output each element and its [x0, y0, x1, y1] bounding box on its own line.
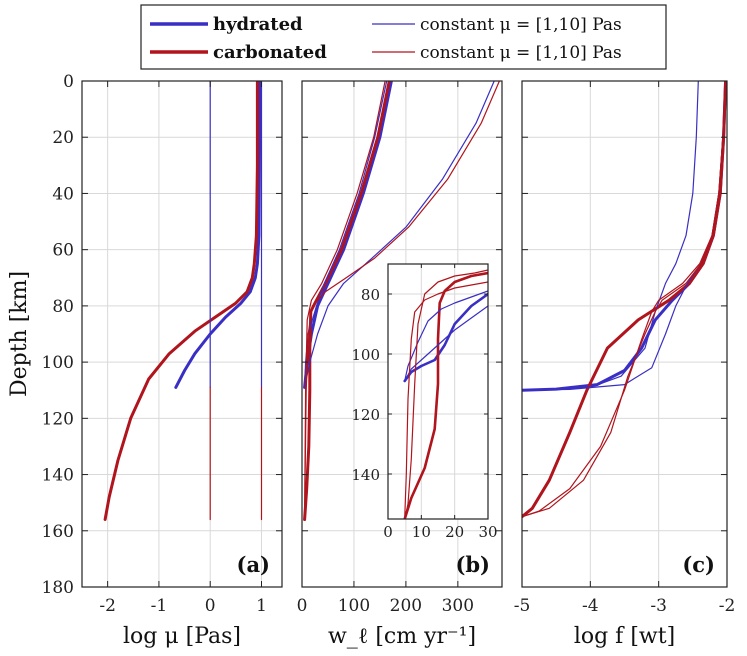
y-tick-label: 40: [52, 184, 74, 204]
series-line-carbonated-10: [404, 281, 488, 519]
series-line-hydrated: [403, 292, 488, 383]
series-line-carbonated-1: [404, 269, 488, 519]
y-tick-label: 120: [351, 406, 380, 424]
panel-b-inset: 0 10 20 30 80 100 120 140: [351, 263, 498, 541]
series-line-carbonated: [403, 271, 488, 519]
y-tick-label: 100: [351, 346, 380, 364]
y-tick-label: 100: [42, 353, 74, 373]
series-line-hydrated-10: [522, 81, 727, 391]
x-axis-title: log μ [Pas]: [123, 624, 241, 649]
y-tick-label: 80: [52, 297, 74, 317]
x-tick-label: -2: [99, 596, 116, 616]
series-line-carbonated-10: [304, 81, 386, 521]
series-line-hydrated-1: [304, 81, 495, 388]
panel-c: -5 -4 -3 -2 log f [wt] (c): [514, 80, 736, 649]
x-tick-label: 30: [478, 523, 497, 541]
x-tick-label: 100: [338, 596, 370, 616]
x-tick-label: 0: [383, 523, 393, 541]
series-line-hydrated-1: [404, 305, 488, 382]
x-tick-label: -1: [151, 596, 168, 616]
x-tick-label: -5: [514, 596, 531, 616]
axes-frame: [521, 80, 728, 588]
panel-label: (a): [237, 552, 270, 577]
x-tick-label: -2: [719, 596, 736, 616]
legend-label-constant-hydrated: constant μ = [1,10] Pas: [420, 15, 622, 35]
series-line-carbonated: [522, 81, 727, 519]
y-tick-label: 140: [42, 466, 74, 486]
series-line-carbonated-10: [522, 81, 727, 518]
x-tick-label: 10: [412, 523, 431, 541]
x-tick-label: -3: [650, 596, 667, 616]
y-tick-label: 60: [52, 241, 74, 261]
axes-frame: [387, 263, 489, 520]
legend-box: [140, 4, 667, 70]
x-tick-label: 0: [297, 596, 308, 616]
x-tick-label: 300: [442, 596, 474, 616]
axes-frame: [81, 80, 283, 588]
panel-label: (b): [455, 552, 490, 577]
legend-label-constant-carbonated: constant μ = [1,10] Pas: [420, 43, 622, 63]
x-tick-label: 20: [445, 523, 464, 541]
series-line-carbonated-1: [522, 81, 727, 518]
series-line-carbonated: [103, 81, 259, 521]
x-tick-label: 0: [205, 596, 216, 616]
y-tick-label: 0: [63, 72, 74, 92]
panel-label: (c): [682, 552, 715, 577]
series-line-hydrated: [522, 81, 727, 392]
y-tick-label: 140: [351, 466, 380, 484]
legend-label-carbonated: carbonated: [213, 42, 327, 63]
y-tick-label: 120: [42, 409, 74, 429]
x-tick-label: -4: [582, 596, 599, 616]
x-tick-label: 1: [256, 596, 267, 616]
series-line-carbonated: [303, 81, 391, 521]
series-line-hydrated: [174, 81, 262, 389]
y-tick-label: 160: [42, 522, 74, 542]
legend-label-hydrated: hydrated: [213, 14, 303, 35]
x-axis-title: log f [wt]: [574, 624, 675, 649]
y-tick-label: 180: [42, 578, 74, 598]
legend: hydrated carbonated constant μ = [1,10] …: [140, 4, 667, 70]
y-tick-label: 20: [52, 128, 74, 148]
x-axis-title: w_ℓ [cm yr⁻¹]: [328, 624, 476, 649]
axes-frame: [301, 80, 503, 588]
y-axis-title: Depth [km]: [7, 271, 32, 397]
y-tick-label: 80: [361, 286, 380, 304]
x-tick-label: 200: [390, 596, 422, 616]
